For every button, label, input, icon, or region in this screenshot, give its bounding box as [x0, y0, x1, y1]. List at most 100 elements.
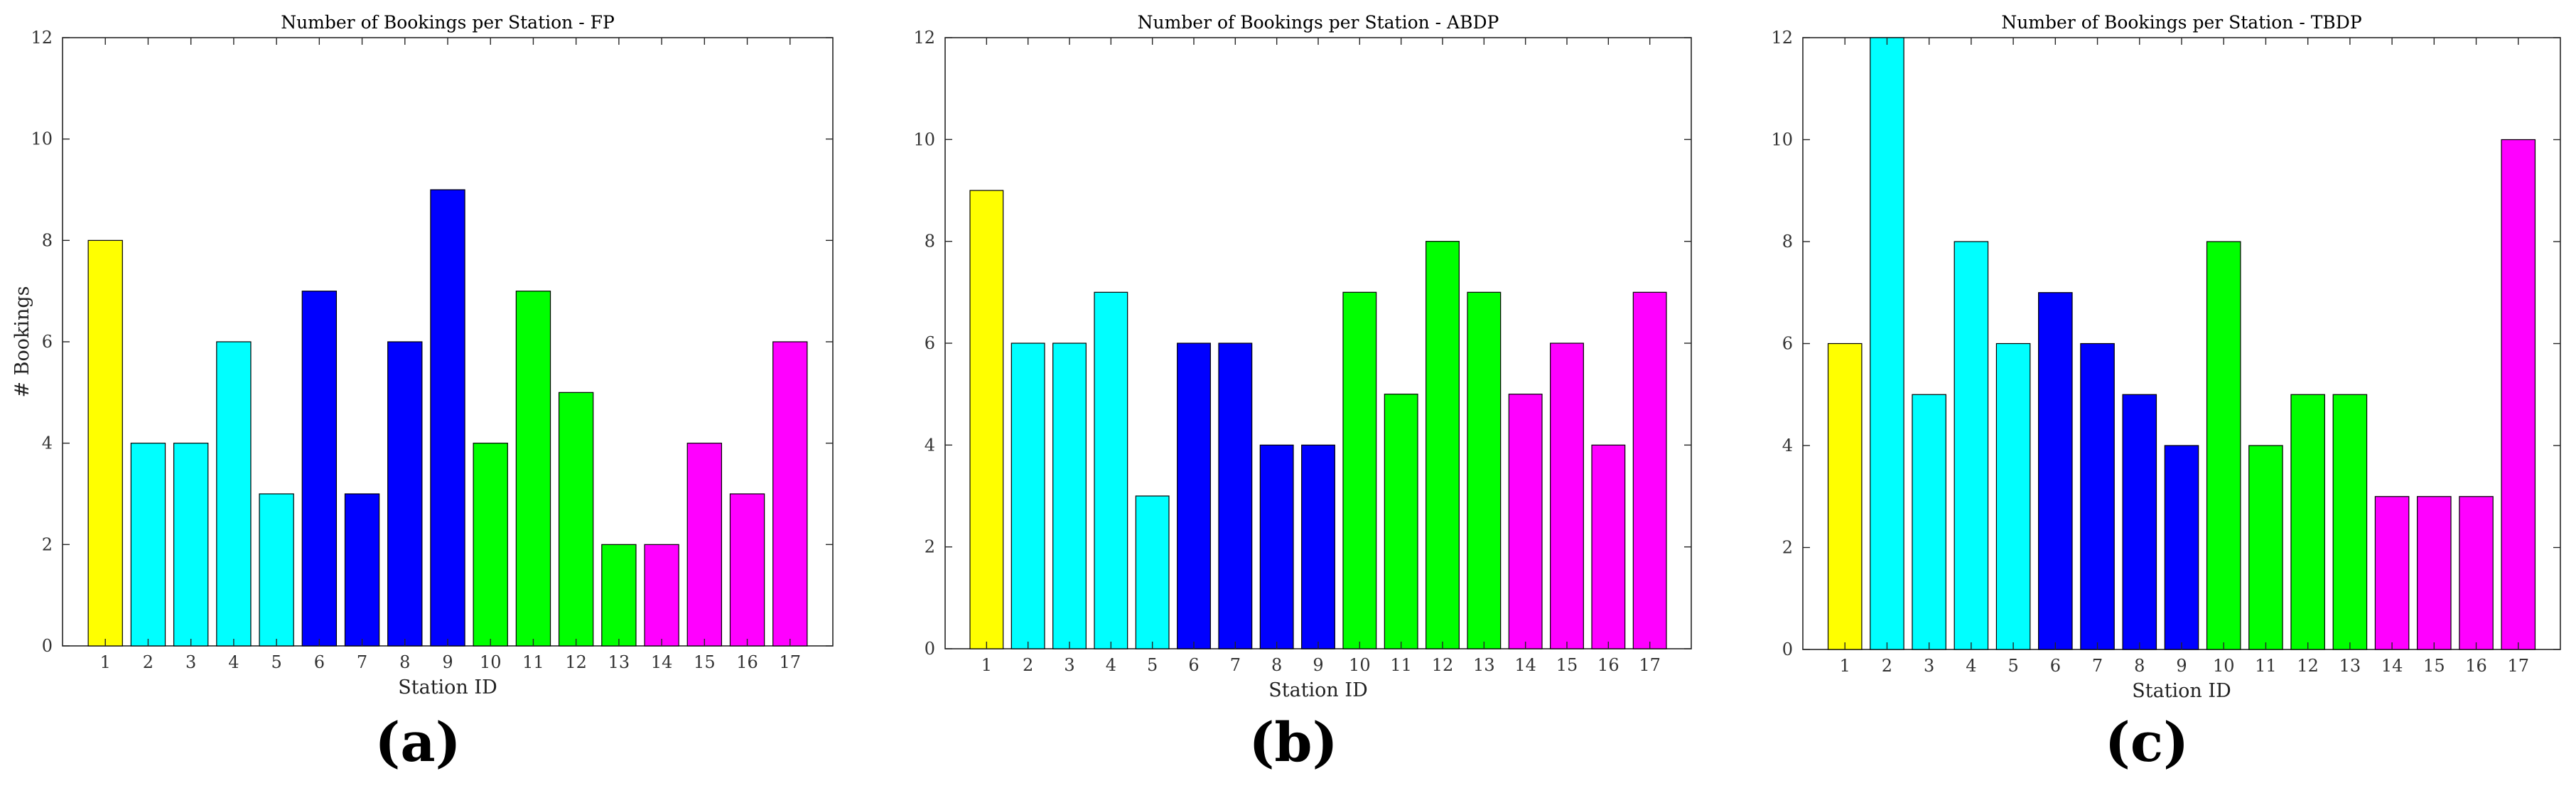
bar — [430, 189, 465, 647]
y-tick-label: 6 — [42, 332, 53, 352]
x-tick-label: 14 — [651, 652, 673, 672]
x-tick-label: 4 — [1106, 655, 1116, 675]
y-tick-label: 12 — [31, 28, 53, 48]
y-tick-label: 10 — [1771, 130, 1793, 150]
y-tick-label: 0 — [1782, 640, 1793, 659]
x-tick-label: 2 — [1882, 656, 1892, 676]
bar — [2459, 496, 2494, 650]
bar — [1912, 394, 1946, 650]
chart-title: Number of Bookings per Station - TBDP — [2001, 12, 2361, 33]
x-tick-label: 13 — [608, 652, 630, 672]
bar — [558, 392, 594, 647]
bar — [2080, 342, 2115, 650]
panel-label-c: (c) — [2104, 711, 2189, 774]
x-axis-label: Station ID — [2132, 680, 2231, 702]
x-tick-label: 1 — [1840, 656, 1850, 676]
bar — [473, 443, 508, 647]
bar — [729, 493, 765, 647]
panel-label-a: (a) — [374, 711, 461, 774]
bar — [2374, 496, 2410, 650]
x-tick-label: 1 — [981, 655, 992, 675]
x-tick-label: 17 — [1639, 655, 1661, 675]
bar — [1467, 291, 1502, 649]
bar — [969, 190, 1004, 649]
x-tick-label: 9 — [1313, 655, 1323, 675]
bar — [344, 493, 380, 647]
bar — [772, 341, 808, 647]
y-tick-label: 6 — [1782, 334, 1793, 354]
x-tick-label: 5 — [271, 652, 281, 672]
x-tick-label: 17 — [780, 652, 802, 672]
chart-title: Number of Bookings per Station - FP — [281, 12, 615, 33]
bar — [644, 544, 679, 647]
y-tick-label: 4 — [925, 435, 935, 455]
x-tick-label: 14 — [2381, 656, 2403, 676]
x-tick-label: 12 — [2297, 656, 2319, 676]
bar — [1870, 37, 1904, 650]
y-tick-label: 4 — [1782, 436, 1793, 455]
bar — [2206, 241, 2241, 650]
bar — [1995, 342, 2031, 650]
bar — [1342, 291, 1377, 649]
bar — [1259, 444, 1294, 649]
y-tick-label: 12 — [1771, 28, 1793, 48]
bar — [1135, 495, 1170, 649]
chart-title: Number of Bookings per Station - ABDP — [1138, 12, 1499, 33]
bar — [1550, 342, 1584, 649]
x-tick-label: 7 — [357, 652, 367, 672]
x-tick-label: 8 — [399, 652, 410, 672]
y-tick-label: 2 — [42, 534, 53, 554]
x-axis-label: Station ID — [398, 676, 497, 698]
bar — [173, 443, 209, 647]
x-tick-label: 9 — [2176, 656, 2187, 676]
bar — [2501, 139, 2536, 650]
x-tick-label: 12 — [565, 652, 587, 672]
bar — [515, 291, 551, 647]
bar — [1052, 342, 1087, 649]
x-tick-label: 3 — [1924, 656, 1934, 676]
x-tick-label: 11 — [522, 652, 544, 672]
bar-chart-fp: Number of Bookings per Station - FP 0 2 4 6 8… — [11, 12, 834, 698]
x-tick-label: 7 — [1230, 655, 1241, 675]
x-tick-label: 13 — [1473, 655, 1495, 675]
bar — [1384, 394, 1418, 649]
y-tick-label: 2 — [925, 537, 935, 557]
x-tick-label: 10 — [2213, 656, 2235, 676]
y-axis-label: # Bookings — [11, 286, 33, 397]
bar — [1508, 394, 1543, 649]
x-tick-label: 12 — [1432, 655, 1454, 675]
bar — [216, 341, 252, 647]
x-tick-label: 8 — [2134, 656, 2145, 676]
bar — [387, 341, 423, 647]
bar-chart-tbdp: Number of Bookings per Station - TBDP 0 2 4… — [1771, 12, 2561, 702]
bar — [2290, 394, 2325, 650]
x-tick-label: 16 — [736, 652, 758, 672]
x-tick-label: 5 — [2008, 656, 2018, 676]
x-tick-label: 11 — [2255, 656, 2277, 676]
bar — [2122, 394, 2157, 650]
y-tick-label: 0 — [925, 639, 935, 659]
bar — [259, 493, 294, 647]
bar — [1301, 444, 1335, 649]
x-axis-label: Station ID — [1268, 679, 1367, 701]
bar — [1827, 342, 1863, 650]
bar — [601, 544, 637, 647]
x-tick-label: 11 — [1390, 655, 1412, 675]
x-tick-label: 3 — [1064, 655, 1074, 675]
chart-panel-abdp: Number of Bookings per Station - ABDP 0 2 4… — [858, 0, 1717, 793]
x-tick-label: 13 — [2339, 656, 2361, 676]
x-tick-label: 2 — [1023, 655, 1033, 675]
x-tick-label: 2 — [143, 652, 153, 672]
chart-panel-fp: Number of Bookings per Station - FP 0 2 4 6 8… — [0, 0, 858, 793]
chart-panel-tbdp: Number of Bookings per Station - TBDP 0 2 4… — [1717, 0, 2575, 793]
x-tick-label: 15 — [1556, 655, 1578, 675]
bar — [2332, 394, 2368, 650]
x-tick-label: 3 — [185, 652, 196, 672]
y-tick-label: 10 — [31, 129, 53, 149]
y-tick-label: 0 — [42, 636, 53, 656]
x-tick-label: 10 — [1349, 655, 1371, 675]
bar — [2038, 292, 2073, 650]
x-tick-label: 7 — [2092, 656, 2103, 676]
bar — [1591, 444, 1626, 649]
bar — [87, 239, 123, 647]
